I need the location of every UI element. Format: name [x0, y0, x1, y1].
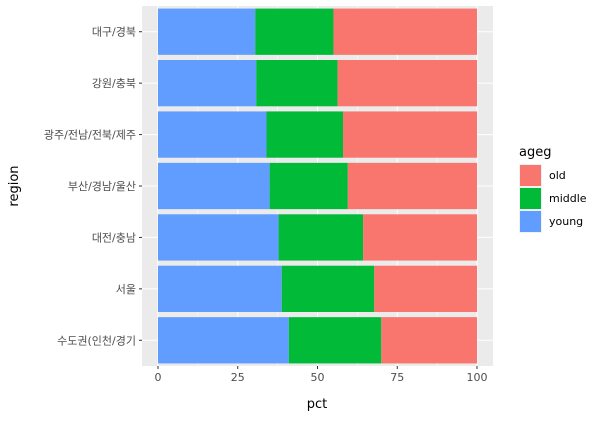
bar-middle	[256, 60, 338, 107]
y-tick-label: 부산/경남/울산	[68, 180, 136, 193]
x-tick-label: 25	[231, 371, 245, 384]
bar-old	[381, 317, 477, 364]
bar-young	[158, 60, 257, 107]
x-tick-label: 50	[311, 371, 325, 384]
bar-young	[158, 8, 256, 55]
bar-young	[158, 162, 270, 210]
x-tick-label: 0	[155, 371, 162, 384]
bars	[158, 8, 477, 364]
y-tick-label: 수도권(인천/경기	[57, 333, 136, 347]
legend-label-old: old	[549, 169, 566, 182]
bar-young	[158, 214, 279, 261]
bar-young	[158, 111, 267, 158]
bar-old	[343, 111, 477, 158]
bar-middle	[255, 8, 334, 55]
legend-label-young: young	[549, 215, 583, 228]
x-tick-label: 100	[467, 371, 488, 384]
legend-key-young	[520, 211, 541, 232]
y-tick-label: 대전/충남	[92, 231, 136, 244]
bar-old	[374, 265, 477, 312]
bar-young	[158, 265, 282, 312]
y-tick-label: 광주/전남/전북/제주	[44, 129, 136, 142]
bar-old	[363, 214, 477, 261]
y-tick-label: 서울	[116, 283, 136, 296]
legend-label-middle: middle	[549, 192, 587, 205]
bar-old	[347, 162, 477, 210]
bar-middle	[269, 162, 348, 210]
legend-key-old	[520, 165, 541, 186]
legend-key-middle	[520, 188, 541, 209]
y-axis-ticks: 대구/경북강원/충북광주/전남/전북/제주부산/경남/울산대전/충남서울수도권(…	[44, 26, 142, 347]
bar-middle	[266, 111, 344, 158]
y-axis-title: region	[7, 165, 22, 206]
bar-middle	[281, 265, 375, 312]
x-axis-title: pct	[307, 397, 328, 412]
bar-middle	[278, 214, 364, 261]
y-tick-label: 대구/경북	[92, 26, 136, 39]
legend-title: ageg	[519, 145, 551, 160]
x-axis-ticks: 0 25 50 75 100	[155, 366, 488, 384]
bar-old	[337, 60, 477, 107]
bar-young	[158, 317, 289, 364]
bar-middle	[288, 317, 382, 364]
legend: ageg old middle young	[519, 145, 587, 233]
y-tick-label: 강원/충북	[92, 77, 136, 90]
x-tick-label: 75	[390, 371, 404, 384]
bar-old	[333, 8, 477, 55]
